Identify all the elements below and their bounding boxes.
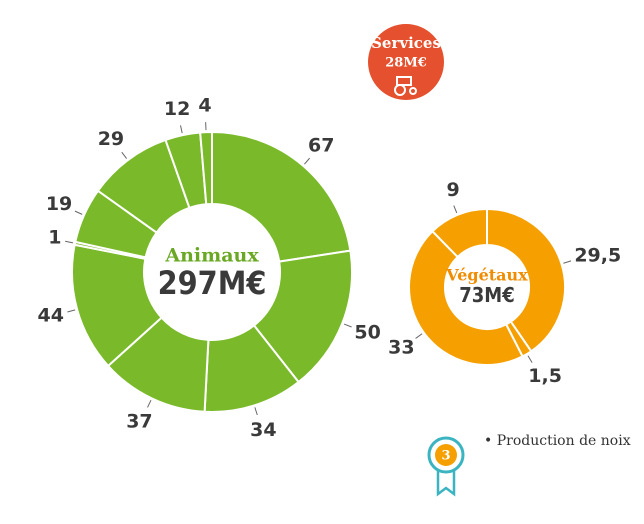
badge-number: 3 [441, 449, 450, 464]
value-label: 1 [48, 227, 61, 249]
leader-line [453, 205, 458, 214]
value-label: 44 [38, 305, 64, 327]
value-label: 37 [126, 410, 152, 432]
services-bubble: Services 28M€ [368, 24, 444, 100]
leader-line [147, 400, 152, 408]
value-label: 29,5 [574, 245, 621, 267]
value-label: 4 [198, 95, 211, 117]
services-title: Services [371, 34, 441, 52]
donut-segment [211, 130, 352, 263]
badge-text: • Production de noix [484, 433, 631, 449]
leader-line [343, 323, 352, 328]
value-label: 34 [250, 419, 276, 441]
services-circle [368, 24, 444, 100]
leader-line [304, 157, 311, 165]
donut-hole [446, 246, 528, 328]
donut-segment [486, 207, 566, 353]
leader-line [67, 309, 76, 313]
value-label: 29 [98, 128, 124, 150]
donut-total: 73M€ [459, 283, 514, 307]
value-label: 50 [354, 321, 380, 343]
donut-segment [431, 207, 488, 259]
donut-total: 297M€ [158, 264, 267, 302]
donut-hole [145, 205, 279, 339]
leader-line [74, 210, 83, 215]
leader-line [180, 125, 183, 134]
donut-title: Végétaux [445, 265, 528, 284]
value-label: 12 [164, 98, 190, 120]
value-label: 1,5 [528, 365, 562, 387]
leader-line [254, 407, 258, 416]
services-amount: 28M€ [385, 56, 427, 71]
leader-line [563, 260, 572, 264]
donut-segment [199, 130, 213, 206]
leader-line [415, 333, 423, 339]
value-label: 67 [308, 134, 334, 156]
leader-line [65, 240, 74, 244]
donut-segment [252, 249, 353, 384]
leader-line [527, 355, 533, 363]
badge: 3 • Production de noix [427, 433, 631, 497]
tractor-icon [394, 76, 417, 96]
value-label: 33 [388, 336, 414, 358]
leader-line [121, 151, 128, 159]
donut-segment [408, 229, 524, 366]
donut-title: Animaux [164, 245, 259, 267]
value-label: 19 [46, 193, 72, 215]
value-label: 9 [446, 179, 459, 201]
